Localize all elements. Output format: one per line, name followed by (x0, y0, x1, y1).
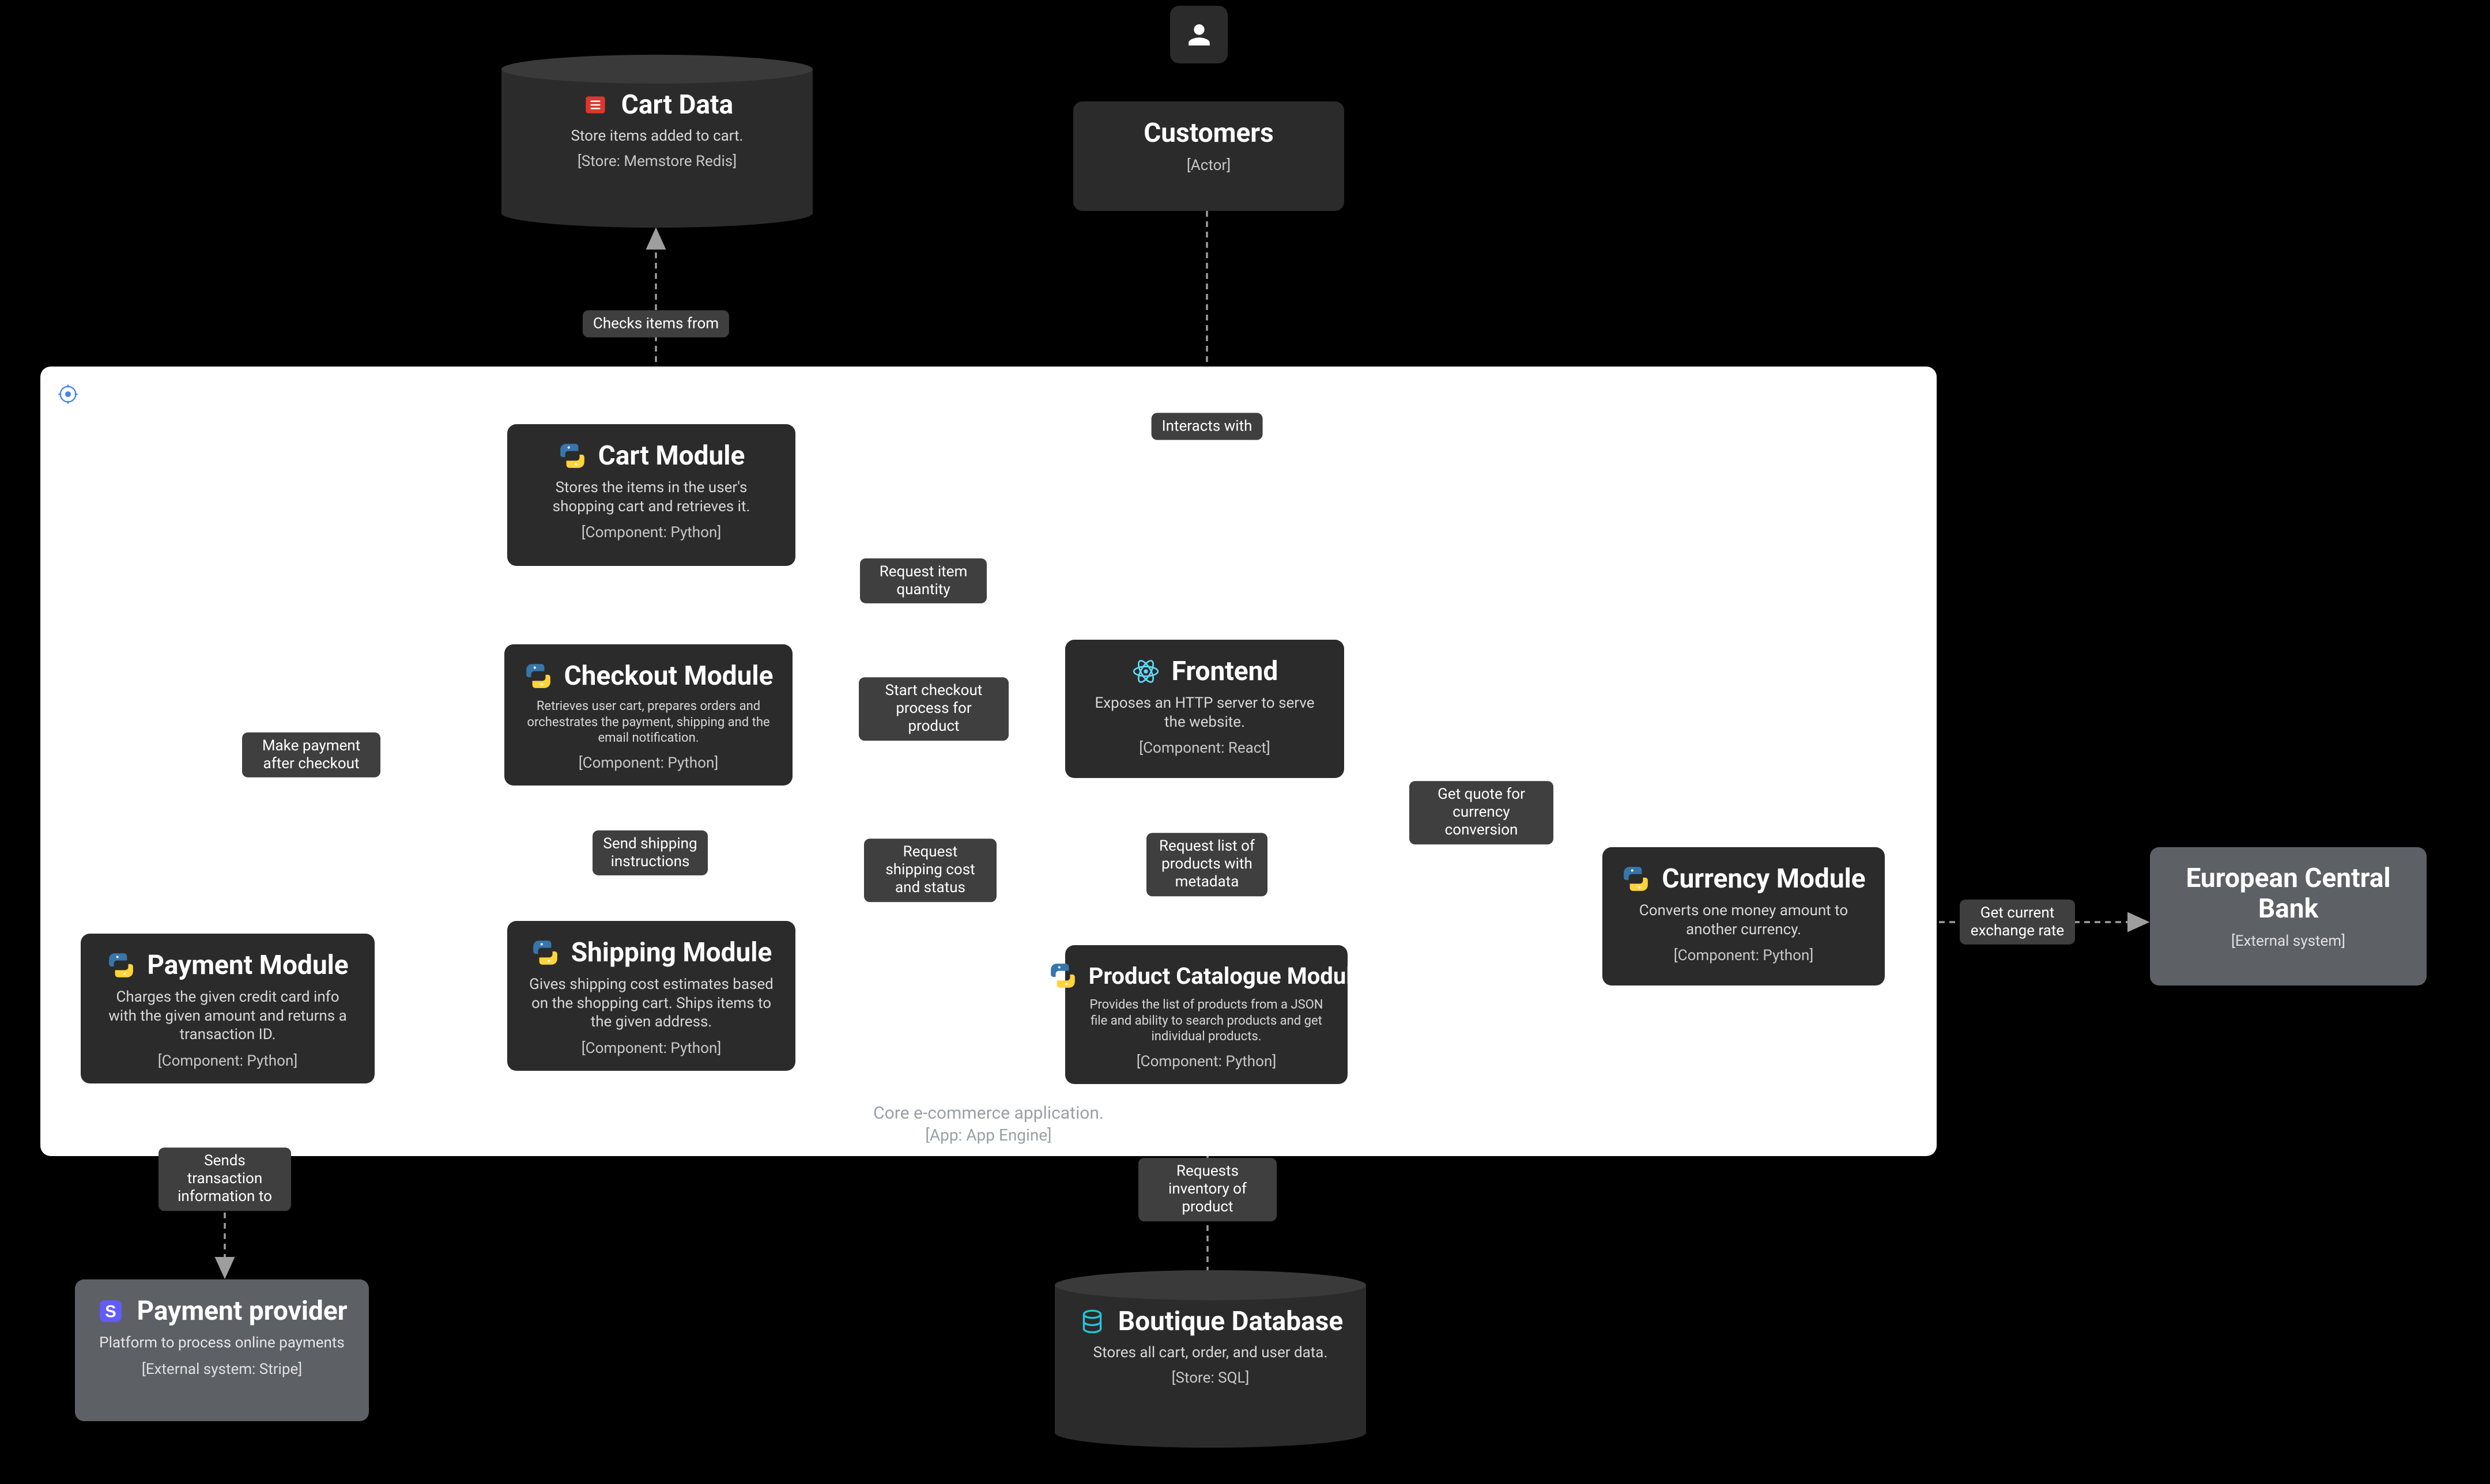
node-meta: [Store: Memstore Redis] (501, 153, 813, 170)
node-meta: [External system: Stripe] (95, 1361, 349, 1378)
python-icon (558, 441, 587, 470)
node-title: Checkout Module (564, 660, 774, 692)
node-meta: [Store: SQL] (1055, 1369, 1366, 1387)
node-title: European Central Bank (2170, 863, 2407, 924)
python-icon (531, 938, 560, 967)
edge-label: Request item quantity (860, 558, 987, 603)
node-title: Product Catalogue Module (1089, 962, 1365, 990)
node-currency-module[interactable]: Currency Module Converts one money amoun… (1602, 847, 1885, 985)
edge-label: Interacts with (1152, 413, 1263, 440)
node-meta: [Component: Python] (1085, 1053, 1328, 1070)
node-payment-module[interactable]: Payment Module Charges the given credit … (81, 934, 375, 1083)
node-title: Frontend (1172, 656, 1278, 687)
node-checkout-module[interactable]: Checkout Module Retrieves user cart, pre… (504, 644, 793, 786)
node-meta: [Component: Python] (524, 754, 773, 772)
edge-label: Request shipping cost and status (864, 839, 997, 902)
node-title: Shipping Module (571, 937, 772, 968)
node-frontend[interactable]: Frontend Exposes an HTTP server to serve… (1065, 640, 1344, 778)
node-title: Customers (1144, 118, 1274, 149)
edge-label: Requests inventory of product (1138, 1158, 1277, 1221)
node-meta: [Component: React] (1085, 739, 1325, 757)
node-title: Payment Module (147, 950, 348, 981)
python-icon (1621, 864, 1650, 893)
node-title: Payment provider (137, 1296, 347, 1327)
react-icon (1131, 657, 1160, 686)
node-desc: Charges the given credit card info with … (100, 988, 355, 1044)
container-caption-text: Core e-commerce application. (40, 1103, 1937, 1123)
edge-label: Request list of products with metadata (1146, 833, 1267, 896)
edge-label: Make payment after checkout (242, 732, 380, 777)
node-desc: Stores the items in the user's shopping … (527, 478, 776, 516)
node-desc: Platform to process online payments (95, 1334, 349, 1353)
node-shipping-module[interactable]: Shipping Module Gives shipping cost esti… (507, 921, 795, 1071)
node-desc: Exposes an HTTP server to serve the webs… (1085, 694, 1325, 731)
container-caption-meta: [App: App Engine] (40, 1126, 1937, 1145)
database-icon (1078, 1307, 1107, 1336)
node-desc: Retrieves user cart, prepares orders and… (524, 698, 773, 746)
container-caption: Core e-commerce application. [App: App E… (40, 1103, 1937, 1145)
node-boutique-database[interactable]: Boutique Database Stores all cart, order… (1055, 1285, 1366, 1433)
edge-label: Start checkout process for product (859, 677, 1009, 741)
app-engine-icon (56, 383, 80, 406)
person-icon (1183, 19, 1215, 51)
node-customers[interactable]: Customers [Actor] (1073, 101, 1344, 211)
edge-label: Get quote for currency conversion (1409, 781, 1553, 844)
node-title: Cart Data (621, 89, 733, 120)
node-desc: Store items added to cart. (501, 127, 813, 145)
stripe-icon: S (96, 1297, 125, 1326)
node-meta: [Component: Python] (527, 524, 776, 541)
edge-label: Send shipping instructions (593, 830, 708, 875)
node-desc: Gives shipping cost estimates based on t… (527, 975, 776, 1032)
node-meta: [Component: Python] (100, 1052, 355, 1070)
actor-icon-badge (1170, 6, 1228, 63)
node-title: Currency Module (1662, 863, 1865, 894)
edge-label: Checks items from (583, 310, 729, 337)
node-product-catalogue[interactable]: Product Catalogue Module Provides the li… (1065, 945, 1348, 1084)
node-meta: [External system] (2170, 932, 2407, 950)
diagram-canvas: Core e-commerce application. [App: App E… (0, 0, 2490, 1484)
python-icon (524, 662, 553, 690)
node-meta: [Actor] (1093, 157, 1325, 174)
python-icon (1048, 961, 1077, 990)
node-european-central-bank[interactable]: European Central Bank [External system] (2150, 847, 2427, 985)
edge-label: Get current exchange rate (1960, 900, 2075, 945)
node-title: Boutique Database (1118, 1306, 1343, 1337)
node-cart-module[interactable]: Cart Module Stores the items in the user… (507, 424, 795, 566)
node-desc: Stores all cart, order, and user data. (1055, 1344, 1366, 1361)
edge-label: Sends transaction information to (159, 1147, 291, 1211)
node-desc: Converts one money amount to another cur… (1622, 901, 1865, 939)
node-meta: [Component: Python] (527, 1040, 776, 1057)
node-meta: [Component: Python] (1622, 947, 1865, 964)
node-title: Cart Module (598, 440, 745, 471)
node-desc: Provides the list of products from a JSO… (1085, 997, 1328, 1045)
node-cart-data[interactable]: Cart Data Store items added to cart. [St… (501, 69, 813, 213)
python-icon (107, 951, 135, 980)
svg-text:S: S (105, 1302, 116, 1321)
redis-icon (581, 90, 610, 119)
node-payment-provider[interactable]: S Payment provider Platform to process o… (75, 1279, 369, 1421)
